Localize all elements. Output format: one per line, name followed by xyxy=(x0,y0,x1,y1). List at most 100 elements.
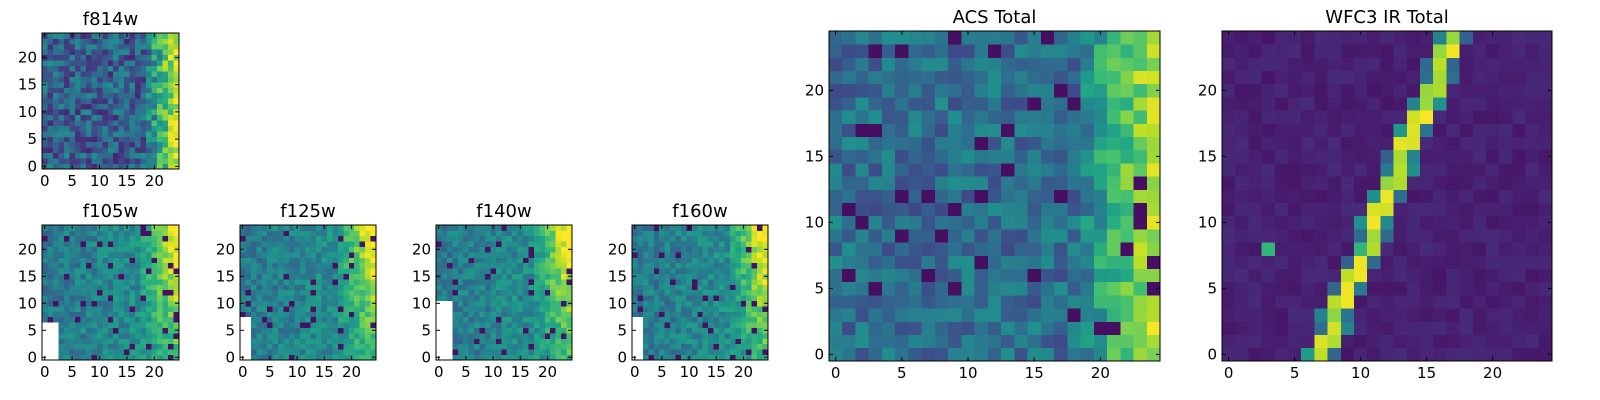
heatmap-cell xyxy=(337,300,344,307)
heatmap-cell xyxy=(118,158,125,164)
heatmap-cell xyxy=(495,343,502,350)
heatmap-cell xyxy=(463,289,470,296)
heatmap-cell xyxy=(1327,215,1342,230)
heatmap-cell xyxy=(1406,321,1421,335)
heatmap-cell xyxy=(642,241,649,247)
heatmap-cell xyxy=(1248,321,1262,335)
heatmap-cell xyxy=(294,268,301,274)
heatmap-cell xyxy=(637,257,644,264)
heatmap-cell xyxy=(332,273,339,280)
heatmap-cell xyxy=(719,354,725,361)
heatmap-cell xyxy=(1420,281,1434,296)
heatmap-cell xyxy=(63,295,70,301)
heatmap-cell xyxy=(240,306,246,312)
heatmap-cell xyxy=(365,235,371,242)
heatmap-cell xyxy=(664,262,671,269)
heatmap-cell xyxy=(63,54,70,61)
heatmap-cell xyxy=(746,322,753,328)
heatmap-cell xyxy=(512,289,518,296)
heatmap-cell xyxy=(468,279,475,285)
heatmap-cell xyxy=(1274,83,1289,98)
heatmap-cell xyxy=(146,338,152,345)
heatmap-cell xyxy=(501,311,508,318)
heatmap-cell xyxy=(533,246,540,253)
heatmap-cell xyxy=(327,338,333,345)
heatmap-cell xyxy=(868,202,883,217)
heatmap-cell xyxy=(85,141,92,148)
heatmap-cell xyxy=(305,289,312,296)
heatmap-cell xyxy=(1327,295,1342,309)
heatmap-cell xyxy=(1499,163,1513,177)
heatmap-cell xyxy=(1433,202,1447,217)
heatmap-cell xyxy=(316,349,322,355)
heatmap-cell xyxy=(1354,31,1368,45)
heatmap-cell xyxy=(1235,70,1249,85)
heatmap-cell xyxy=(107,92,114,99)
heatmap-cell xyxy=(561,300,567,307)
heatmap-cell xyxy=(757,225,763,231)
heatmap-cell xyxy=(107,98,114,105)
heatmap-cell xyxy=(528,268,535,274)
heatmap-cell xyxy=(113,322,120,328)
heatmap-cell xyxy=(757,268,763,274)
heatmap-cell xyxy=(47,163,54,170)
heatmap-cell xyxy=(1393,281,1408,296)
heatmap-cell xyxy=(555,246,562,253)
heatmap-cell xyxy=(256,343,263,350)
heatmap-cell xyxy=(272,252,279,258)
heatmap-cell xyxy=(129,252,136,258)
heatmap-cell xyxy=(642,284,649,291)
heatmap-cell xyxy=(47,103,54,110)
heatmap-cell xyxy=(1120,242,1134,256)
heatmap-cell xyxy=(299,322,306,328)
heatmap-cell xyxy=(85,268,92,274)
heatmap-cell xyxy=(1406,149,1421,164)
heatmap-cell xyxy=(561,262,567,269)
heatmap-cell xyxy=(868,189,883,203)
heatmap-cell xyxy=(566,225,573,231)
heatmap-cell xyxy=(934,229,949,243)
heatmap-cell xyxy=(80,71,87,77)
heatmap-cell xyxy=(1314,44,1328,58)
heatmap-cell xyxy=(321,343,328,350)
heatmap-cell xyxy=(648,338,655,345)
heatmap-cell xyxy=(1393,229,1408,243)
y-tick-label: 15 xyxy=(805,147,824,165)
heatmap-cell xyxy=(135,114,142,121)
heatmap-cell xyxy=(1093,97,1108,111)
heatmap-cell xyxy=(484,225,491,231)
heatmap-cell xyxy=(118,87,125,94)
heatmap-cell xyxy=(868,334,883,349)
heatmap-cell xyxy=(129,354,136,361)
heatmap-cell xyxy=(702,349,709,355)
heatmap-cell xyxy=(343,322,350,328)
heatmap-cell xyxy=(463,306,470,312)
heatmap-cell xyxy=(544,257,551,264)
heatmap-cell xyxy=(135,125,142,132)
heatmap-cell xyxy=(151,152,158,159)
heatmap-cell xyxy=(1261,57,1276,71)
heatmap-cell xyxy=(1222,229,1236,243)
heatmap-cell xyxy=(173,279,180,285)
heatmap-cell xyxy=(52,49,59,56)
heatmap-cell xyxy=(162,54,169,61)
heatmap-cell xyxy=(659,262,666,269)
heatmap-cell xyxy=(1080,229,1095,243)
heatmap-cell xyxy=(1107,176,1121,190)
heatmap-cell xyxy=(1133,163,1148,177)
heatmap-cell xyxy=(1222,215,1236,230)
heatmap-cell xyxy=(1327,149,1342,164)
heatmap-cell xyxy=(544,273,551,280)
heatmap-cell xyxy=(1406,215,1421,230)
heatmap-cell xyxy=(512,241,518,247)
heatmap-cell xyxy=(74,311,81,318)
heatmap-cell xyxy=(457,279,464,285)
heatmap-cell xyxy=(58,60,65,67)
heatmap-cell xyxy=(468,241,475,247)
heatmap-cell xyxy=(1027,308,1042,322)
heatmap-cell xyxy=(441,235,448,242)
heatmap-cell xyxy=(168,92,174,99)
heatmap-cell xyxy=(1235,215,1249,230)
heatmap-cell xyxy=(1512,295,1526,309)
x-tick-label: 10 xyxy=(958,364,977,382)
